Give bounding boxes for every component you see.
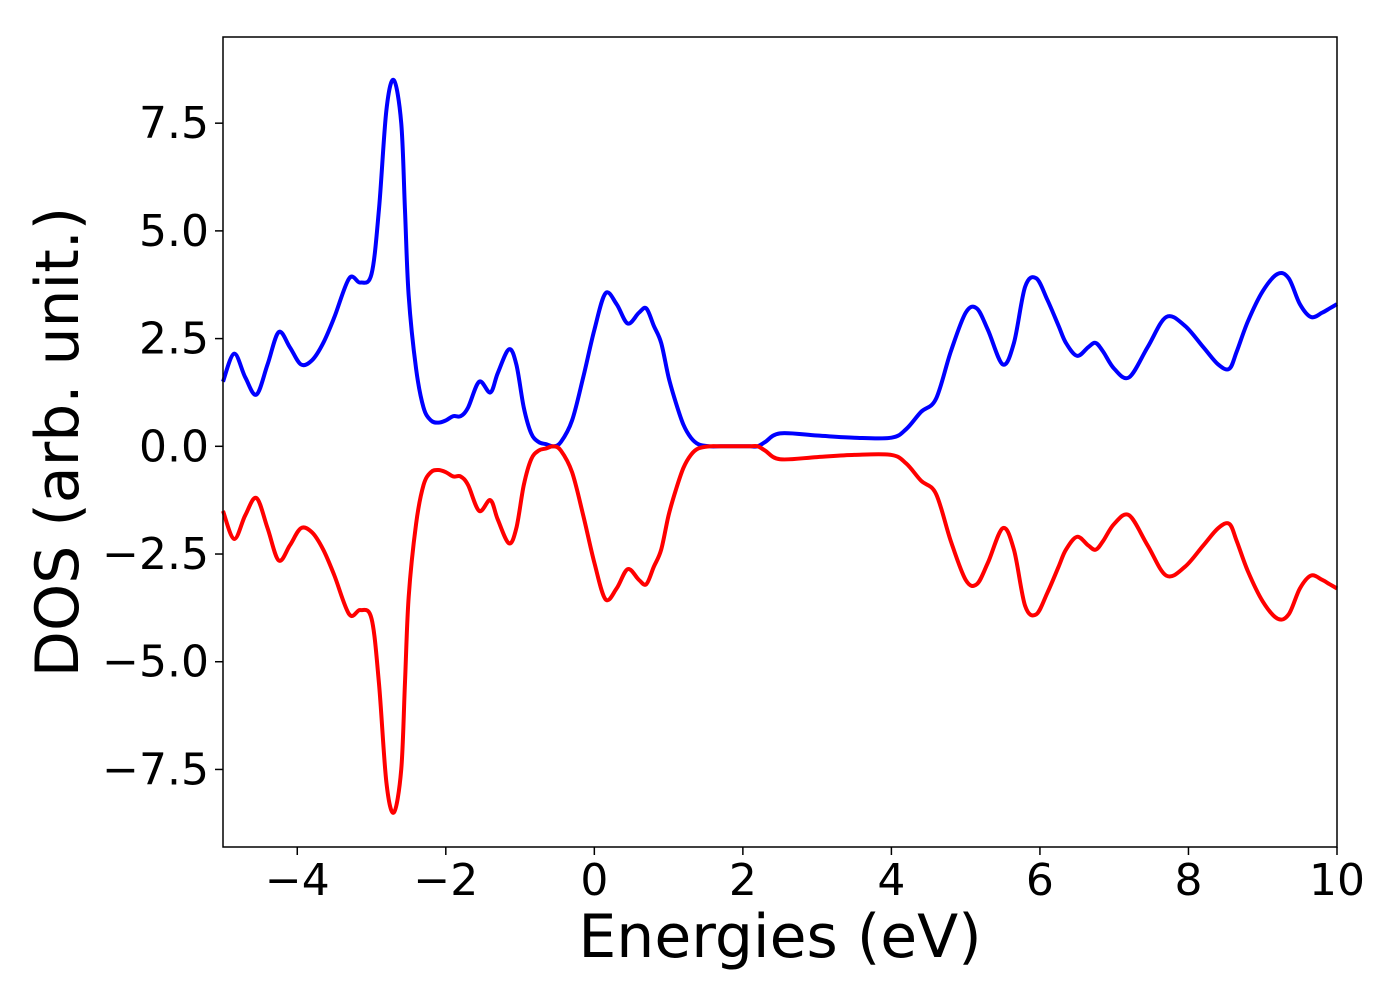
y-axis-label: DOS (arb. unit.) — [23, 207, 93, 677]
y-axis: −7.5 −5.0 −2.5 0.0 2.5 5.0 7.5 — [102, 98, 223, 795]
x-tick-label: 0 — [580, 855, 608, 906]
series-line-0 — [221, 77, 1339, 449]
series-line-1 — [221, 443, 1339, 815]
y-tick-label: 5.0 — [139, 206, 209, 257]
x-tick-label: 6 — [1026, 855, 1054, 906]
series-layer — [221, 77, 1339, 815]
y-tick-label: 7.5 — [139, 98, 209, 149]
y-tick-label: −7.5 — [102, 744, 209, 795]
plot-area-frame — [222, 36, 1338, 848]
x-tick-label: 4 — [877, 855, 905, 906]
x-tick-label: 8 — [1174, 855, 1202, 906]
x-tick-label: 2 — [729, 855, 757, 906]
x-tick-label: −4 — [265, 855, 330, 906]
y-tick-label: −5.0 — [102, 637, 209, 688]
x-tick-label: 10 — [1309, 855, 1365, 906]
y-tick-label: −2.5 — [102, 529, 209, 580]
y-tick-label: 0.0 — [139, 421, 209, 472]
y-tick-label: 2.5 — [139, 314, 209, 365]
x-axis: −4 −2 0 2 4 6 8 10 — [265, 847, 1365, 906]
x-axis-label: Energies (eV) — [578, 902, 981, 972]
x-tick-label: −2 — [413, 855, 478, 906]
